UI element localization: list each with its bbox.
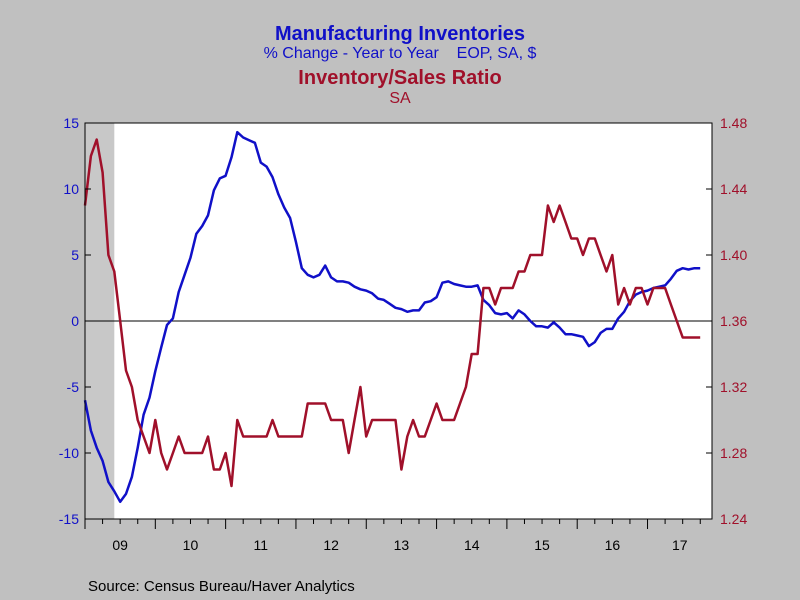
series-line-ratio xyxy=(83,138,701,488)
subtitle-left: % Change - Year to Year EOP, SA, $ xyxy=(264,45,537,62)
subtitle-right: SA xyxy=(389,90,411,107)
left-tick-label: -5 xyxy=(67,379,80,395)
x-tick-label: 14 xyxy=(464,537,480,553)
right-tick-label: 1.48 xyxy=(720,115,747,131)
right-tick-label: 1.24 xyxy=(720,511,747,527)
x-tick-label: 13 xyxy=(394,537,410,553)
x-tick-label: 17 xyxy=(672,537,688,553)
x-tick-label: 09 xyxy=(112,537,128,553)
left-tick-label: 0 xyxy=(71,313,79,329)
right-tick-label: 1.36 xyxy=(720,313,747,329)
left-axis: 15 10 5 0 -5 -10 -15 xyxy=(59,115,91,527)
x-tick-label: 11 xyxy=(254,537,269,553)
left-tick-label: -15 xyxy=(59,511,79,527)
left-tick-label: 10 xyxy=(63,181,79,197)
right-tick-label: 1.28 xyxy=(720,445,747,461)
x-tick-label: 12 xyxy=(323,537,339,553)
left-tick-label: 15 xyxy=(63,115,79,131)
right-tick-label: 1.44 xyxy=(720,181,747,197)
right-axis: 1.48 1.44 1.40 1.36 1.32 1.28 1.24 xyxy=(706,115,747,527)
left-tick-label: 5 xyxy=(71,247,79,263)
title-left: Manufacturing Inventories xyxy=(275,23,525,45)
series-lines xyxy=(83,130,701,504)
right-tick-label: 1.40 xyxy=(720,247,747,263)
x-tick-label: 10 xyxy=(183,537,199,553)
x-tick-label: 16 xyxy=(605,537,621,553)
source-note: Source: Census Bureau/Haver Analytics xyxy=(88,578,355,595)
series-line-inventories xyxy=(83,130,701,504)
x-tick-label: 15 xyxy=(534,537,550,553)
right-tick-label: 1.32 xyxy=(720,379,747,395)
title-right: Inventory/Sales Ratio xyxy=(298,67,501,89)
x-axis: 09 10 11 12 13 14 15 16 17 xyxy=(84,519,701,553)
left-tick-label: -10 xyxy=(59,445,79,461)
